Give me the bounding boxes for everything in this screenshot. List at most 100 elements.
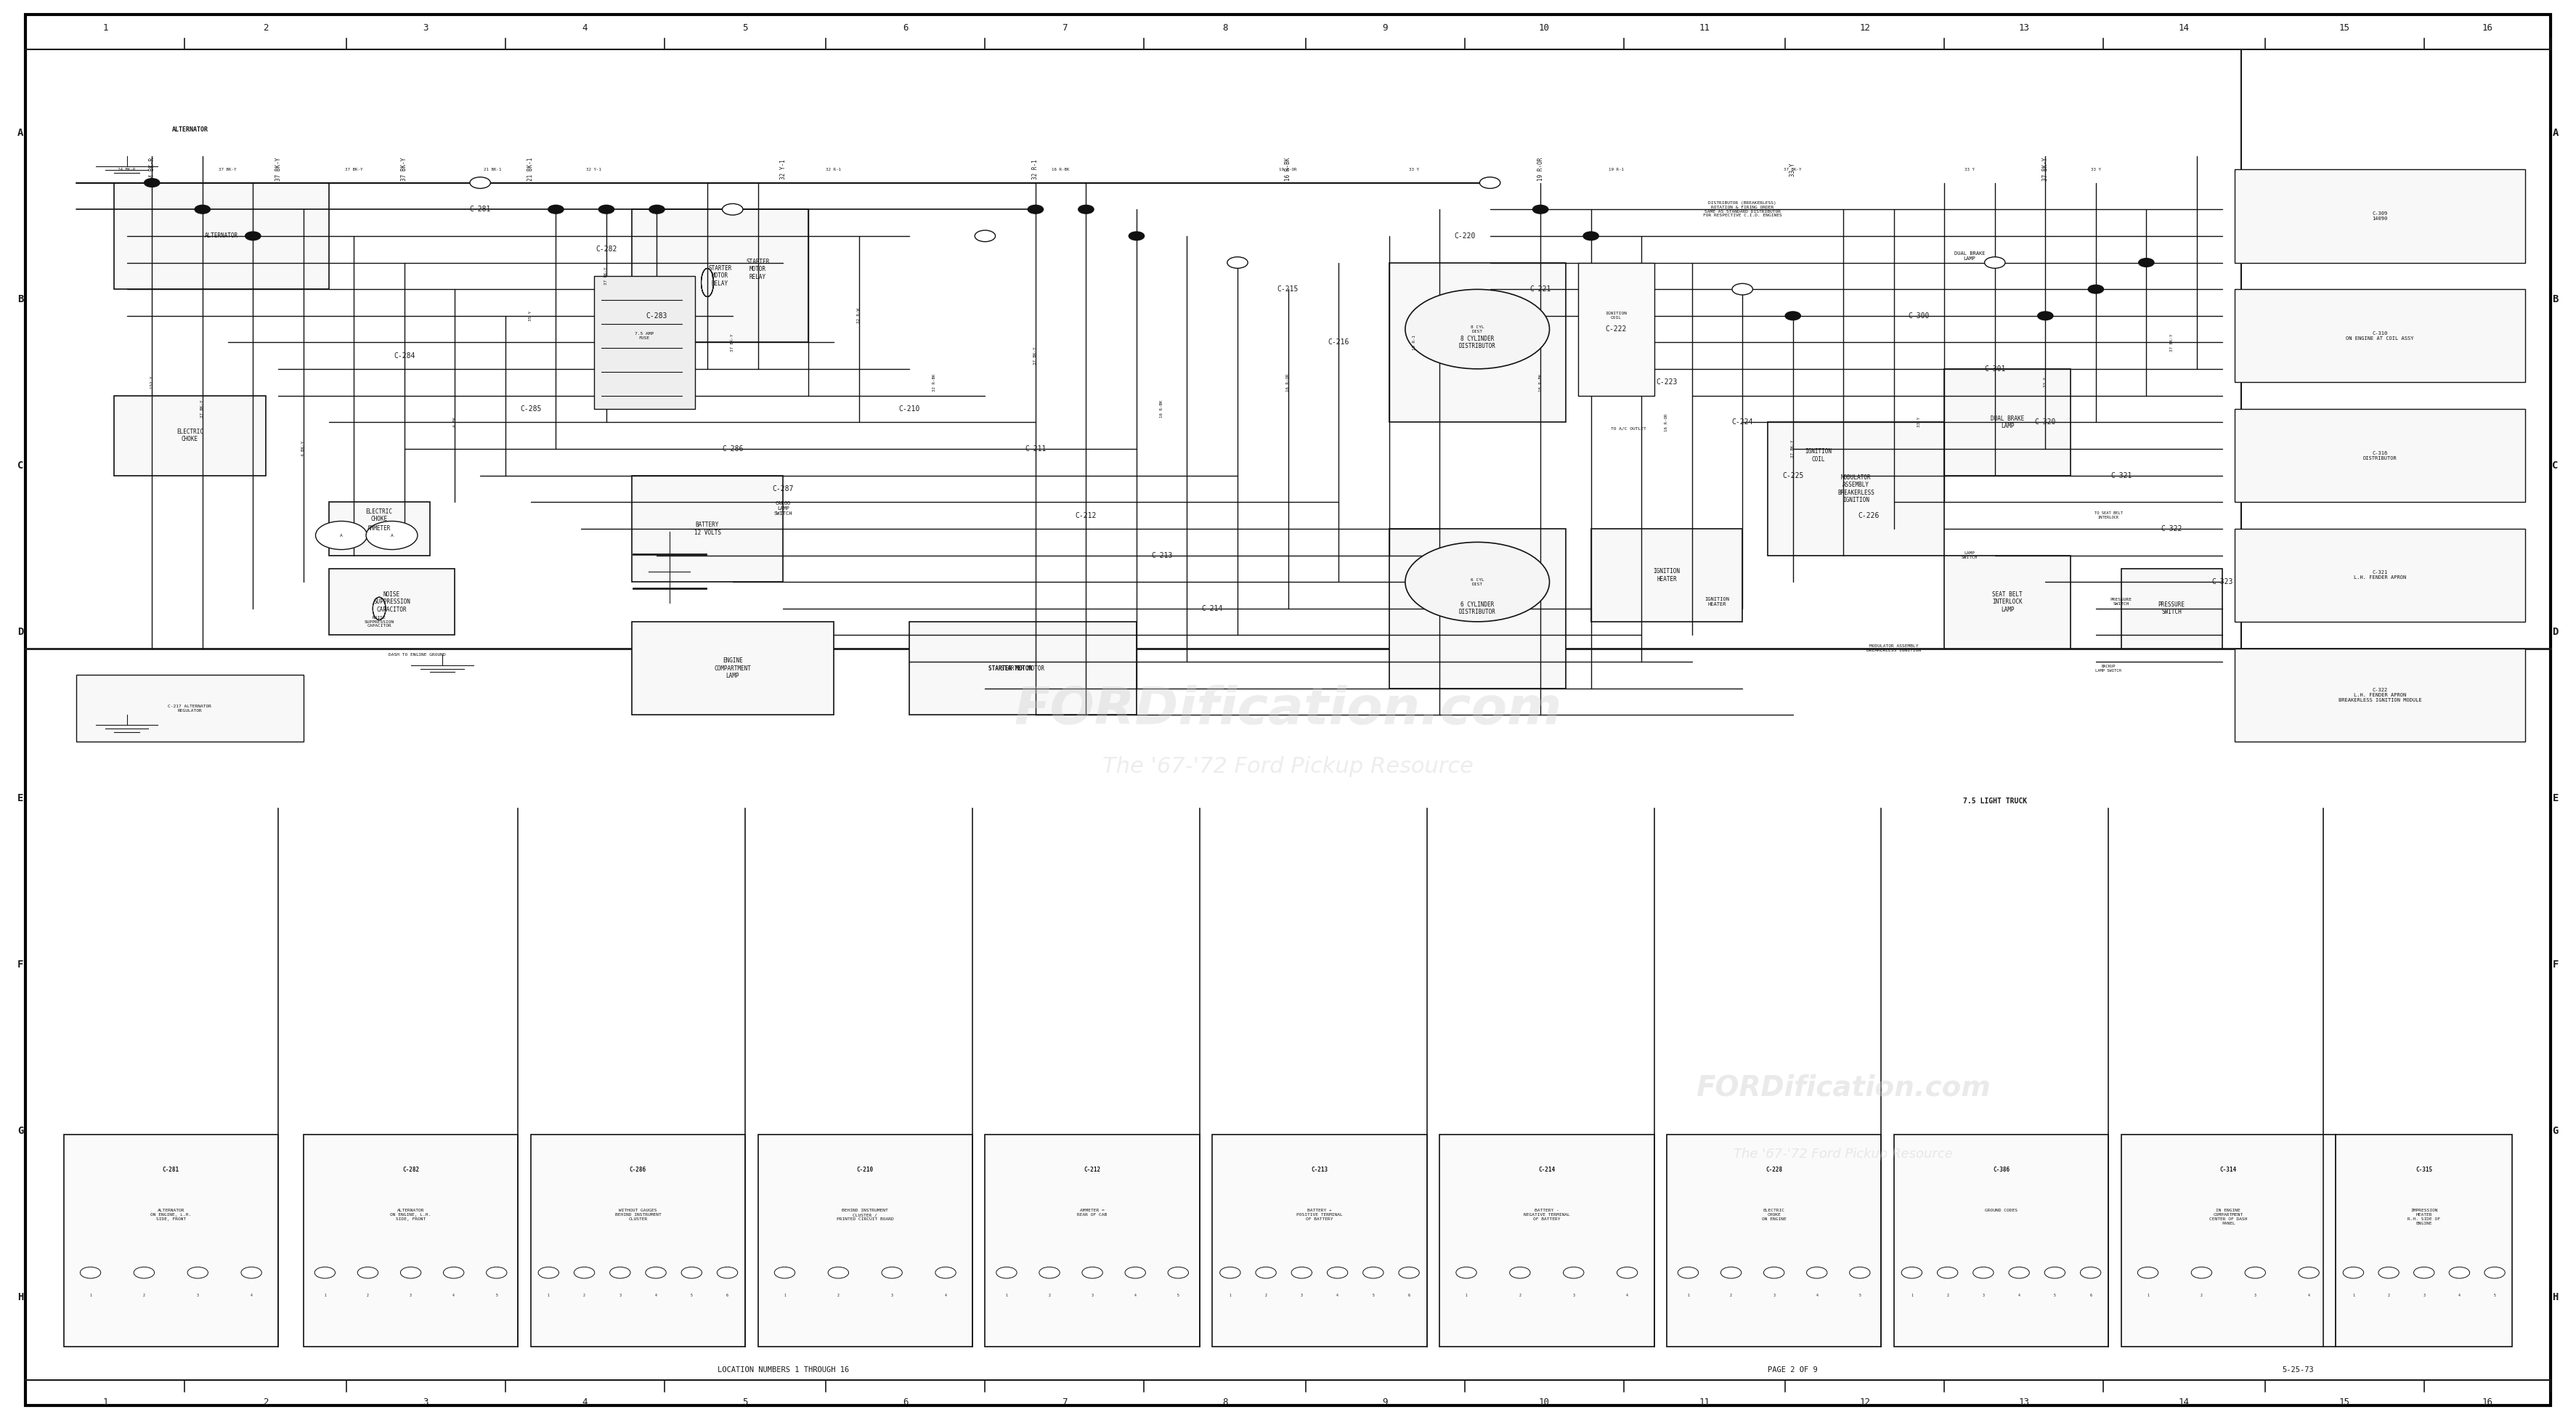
Circle shape: [2192, 1267, 2213, 1278]
Text: 19 R-1: 19 R-1: [1607, 168, 1623, 172]
Text: 32 Y-1: 32 Y-1: [781, 159, 786, 179]
Text: DISTRIBUTOR (BREAKERLESS)
ROTATION & FIRING ORDER
SAME AS STANDARD DISTRIBUTOR
F: DISTRIBUTOR (BREAKERLESS) ROTATION & FIR…: [1703, 202, 1783, 217]
Text: STARTER
MOTOR
RELAY: STARTER MOTOR RELAY: [708, 266, 732, 287]
Text: C-221: C-221: [1530, 285, 1551, 293]
Bar: [909, 622, 1136, 716]
Circle shape: [2344, 1267, 2365, 1278]
Circle shape: [775, 1267, 796, 1278]
Circle shape: [2298, 1267, 2318, 1278]
Circle shape: [1973, 1267, 1994, 1278]
Bar: [2233, 528, 2524, 622]
Circle shape: [2483, 1267, 2504, 1278]
Text: 37 BK-Y: 37 BK-Y: [605, 267, 608, 285]
Text: C-309
14090: C-309 14090: [2372, 212, 2388, 220]
Text: 37 BK-Y: 37 BK-Y: [201, 400, 204, 417]
Text: 37 BK-Y: 37 BK-Y: [2043, 158, 2048, 182]
Text: IMPRESSION
HEATER
R.H. SIDE OF
ENGINE: IMPRESSION HEATER R.H. SIDE OF ENGINE: [2409, 1208, 2439, 1225]
Bar: [1388, 263, 1566, 422]
Text: 4: 4: [582, 1397, 587, 1407]
Text: 7.5 AMP
FUSE: 7.5 AMP FUSE: [634, 332, 654, 339]
Circle shape: [1479, 178, 1499, 189]
Text: LOCATION NUMBERS 1 THROUGH 16: LOCATION NUMBERS 1 THROUGH 16: [716, 1366, 850, 1373]
Circle shape: [1564, 1267, 1584, 1278]
Text: 32 Y-1: 32 Y-1: [587, 168, 600, 172]
Text: 15: 15: [2339, 1397, 2349, 1407]
Text: 33 Y: 33 Y: [1965, 168, 1976, 172]
Text: 16 R-OR: 16 R-OR: [1285, 373, 1291, 392]
Text: 10: 10: [1538, 1397, 1551, 1407]
Text: 37 BK-Y: 37 BK-Y: [732, 334, 734, 351]
Text: C-321
L.H. FENDER APRON: C-321 L.H. FENDER APRON: [2354, 571, 2406, 579]
Text: C-283: C-283: [647, 312, 667, 320]
Text: 4 BK-Y: 4 BK-Y: [301, 442, 307, 456]
Text: 2: 2: [263, 23, 268, 33]
Text: DASH TO ENGINE GROUND: DASH TO ENGINE GROUND: [389, 653, 446, 657]
Text: 33 Y: 33 Y: [2092, 168, 2102, 172]
Bar: [330, 568, 456, 635]
Text: IGNITION
COIL: IGNITION COIL: [1806, 449, 1832, 463]
Bar: [2233, 290, 2524, 382]
Circle shape: [1363, 1267, 1383, 1278]
Text: C-214: C-214: [1538, 1166, 1556, 1173]
Text: MODULATOR
ASSEMBLY
BREAKERLESS
IGNITION: MODULATOR ASSEMBLY BREAKERLESS IGNITION: [1837, 474, 1875, 503]
Text: C-285: C-285: [520, 405, 541, 413]
Text: C-310
ON ENGINE AT COIL ASSY: C-310 ON ENGINE AT COIL ASSY: [2347, 331, 2414, 341]
Text: 33 Y: 33 Y: [1409, 168, 1419, 172]
Text: C-228: C-228: [1765, 1166, 1783, 1173]
Text: C-320: C-320: [2035, 419, 2056, 426]
Text: 21 BK-1: 21 BK-1: [484, 168, 502, 172]
Circle shape: [1618, 1267, 1638, 1278]
Text: SEAT BELT
INTERLOCK
LAMP: SEAT BELT INTERLOCK LAMP: [1991, 591, 2022, 612]
Text: C-215: C-215: [1278, 285, 1298, 293]
Text: 7: 7: [1061, 1397, 1066, 1407]
Text: H: H: [2553, 1292, 2558, 1302]
Circle shape: [1255, 1267, 1275, 1278]
Text: 8 CYLINDER
DISTRIBUTOR: 8 CYLINDER DISTRIBUTOR: [1458, 335, 1497, 349]
Circle shape: [1291, 1267, 1311, 1278]
Text: 16 R-BK: 16 R-BK: [1159, 400, 1164, 417]
Text: BATTERY -
NEGATIVE TERMINAL
OF BATTERY: BATTERY - NEGATIVE TERMINAL OF BATTERY: [1522, 1208, 1569, 1221]
Text: C-301: C-301: [1984, 365, 2007, 372]
Text: C-322
L.H. FENDER APRON
BREAKERLESS IGNITION MODULE: C-322 L.H. FENDER APRON BREAKERLESS IGNI…: [2339, 687, 2421, 703]
Text: 5: 5: [742, 1397, 747, 1407]
Text: C-316
DISTRIBUTOR: C-316 DISTRIBUTOR: [2362, 450, 2396, 460]
Circle shape: [1038, 1267, 1059, 1278]
Circle shape: [2009, 1267, 2030, 1278]
Text: C-323: C-323: [2210, 578, 2233, 585]
Text: WITHOUT GAUGES
BEHIND INSTRUMENT
CLUSTER: WITHOUT GAUGES BEHIND INSTRUMENT CLUSTER: [616, 1208, 662, 1221]
Circle shape: [1937, 1267, 1958, 1278]
Circle shape: [1455, 1267, 1476, 1278]
Bar: [2233, 409, 2524, 503]
Text: 37 BK-Y: 37 BK-Y: [219, 168, 237, 172]
Text: 37 BK-Y: 37 BK-Y: [1790, 440, 1795, 457]
Bar: [1213, 1135, 1427, 1348]
Text: F: F: [2553, 960, 2558, 970]
Circle shape: [188, 1267, 209, 1278]
Circle shape: [314, 1267, 335, 1278]
Text: 32 R-1: 32 R-1: [827, 168, 842, 172]
Text: 11: 11: [1700, 1397, 1710, 1407]
Circle shape: [358, 1267, 379, 1278]
Circle shape: [134, 1267, 155, 1278]
Text: BACKUP
LAMP SWITCH: BACKUP LAMP SWITCH: [2094, 665, 2123, 672]
Circle shape: [317, 521, 366, 550]
Bar: [1767, 422, 1945, 555]
Text: ALTERNATOR: ALTERNATOR: [173, 126, 209, 133]
Circle shape: [196, 204, 211, 213]
Bar: [1945, 369, 2071, 476]
Text: STARTER
MOTOR
RELAY: STARTER MOTOR RELAY: [747, 258, 770, 280]
Circle shape: [2450, 1267, 2470, 1278]
Text: E: E: [2553, 792, 2558, 804]
Text: 33 Y: 33 Y: [2043, 378, 2048, 388]
Text: AMMETER =
REAR OF CAB: AMMETER = REAR OF CAB: [1077, 1208, 1108, 1217]
Circle shape: [2038, 311, 2053, 320]
Bar: [2336, 1135, 2512, 1348]
Text: 32 R-BK: 32 R-BK: [933, 373, 938, 392]
Text: 2: 2: [263, 1397, 268, 1407]
Circle shape: [1406, 542, 1551, 622]
Text: 37 BK-Y: 37 BK-Y: [276, 158, 281, 182]
Text: F: F: [18, 960, 23, 970]
Circle shape: [1226, 257, 1247, 268]
Bar: [113, 396, 265, 476]
Text: 7: 7: [1061, 23, 1066, 33]
